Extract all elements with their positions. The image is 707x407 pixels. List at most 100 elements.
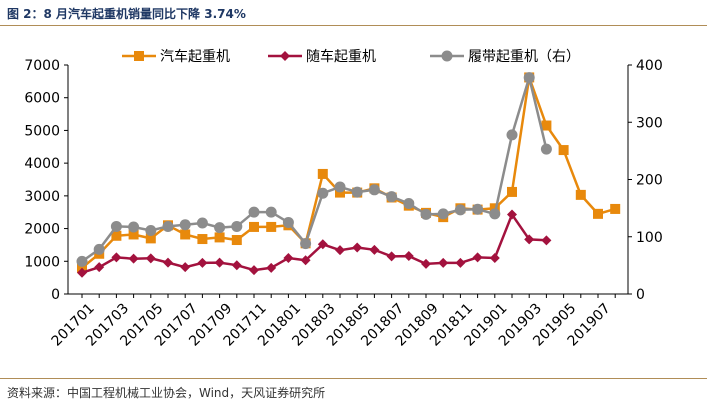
series-point-0 (610, 203, 621, 214)
series-point-2 (368, 184, 380, 196)
series-point-1 (352, 242, 363, 253)
series-point-2 (128, 221, 140, 233)
series-point-2 (540, 143, 552, 155)
series-point-0 (575, 189, 586, 200)
series-point-0 (145, 233, 156, 244)
series-point-2 (472, 203, 484, 215)
y-left-tick-label: 0 (51, 287, 60, 303)
series-point-1 (300, 255, 311, 266)
series-point-0 (128, 229, 139, 240)
series-point-2 (162, 220, 174, 232)
series-point-2 (231, 220, 243, 232)
series-point-1 (94, 262, 105, 273)
series-point-1 (472, 252, 483, 263)
series-point-2 (523, 72, 535, 84)
series-point-1 (403, 251, 414, 262)
series-point-0 (111, 230, 122, 241)
series-line-2 (81, 72, 548, 263)
y-right-tick-label: 400 (636, 58, 663, 74)
line-chart: 0 1000 2000 3000 4000 5000 6000 7000 0 100 200 300 4… (24, 48, 662, 350)
series-point-2 (454, 204, 466, 216)
series-point-2 (437, 208, 449, 220)
series-point-1 (438, 257, 449, 268)
series-point-1 (524, 234, 535, 245)
y-left-tick-label: 3000 (24, 189, 60, 205)
series-point-1 (421, 258, 431, 269)
series-point-1 (128, 253, 139, 264)
series-point-2 (351, 186, 363, 198)
series-point-1 (489, 253, 500, 264)
y-right-tick-label: 200 (636, 173, 663, 189)
series-point-1 (111, 252, 122, 263)
y-left-tick-label: 4000 (24, 156, 60, 172)
series-point-2 (265, 206, 277, 218)
series-point-2 (145, 224, 157, 236)
series-point-1 (77, 267, 87, 278)
series-point-0 (266, 221, 277, 232)
series-point-1 (145, 253, 156, 264)
series-point-1 (369, 244, 380, 255)
series-point-2 (110, 220, 122, 232)
title-divider (0, 25, 707, 26)
series-point-2 (248, 206, 260, 218)
legend-marker-2 (441, 50, 453, 62)
y-left-tick-label: 1000 (24, 254, 60, 270)
series-point-0 (197, 234, 208, 245)
series-point-0 (541, 120, 552, 131)
series-point-2 (196, 217, 208, 229)
y-right-tick-label: 100 (636, 230, 663, 246)
series-point-0 (335, 187, 345, 198)
axis-ticks: 0 1000 2000 3000 4000 5000 6000 7000 0 100 200 300 4… (24, 58, 662, 350)
legend-label-2: 履带起重机（右） (468, 49, 580, 65)
y-left-tick-label: 6000 (24, 91, 60, 107)
series-point-1 (283, 253, 294, 264)
series-point-2 (179, 219, 191, 231)
legend-marker-0 (134, 51, 144, 61)
series-point-0 (558, 145, 569, 156)
series-point-1 (386, 251, 397, 262)
series-point-1 (197, 257, 208, 268)
series-point-2 (334, 181, 346, 193)
y-right-tick-label: 300 (636, 115, 663, 131)
series-point-0 (317, 168, 328, 179)
series-point-0 (214, 232, 225, 243)
series-point-2 (214, 222, 226, 234)
legend: 汽车起重机 随车起重机 履带起重机（右） (122, 48, 580, 65)
figure-title: 图 2：8 月汽车起重机销量同比下降 3.74% (7, 7, 246, 21)
source-divider (0, 378, 707, 379)
series-point-1 (249, 265, 259, 276)
series-point-0 (231, 235, 242, 246)
series-point-2 (506, 129, 518, 141)
series-point-2 (317, 187, 329, 199)
source-note: 资料来源：中国工程机械工业协会，Wind，天风证券研究所 (7, 386, 326, 400)
series-point-2 (403, 198, 415, 210)
series-point-1 (455, 257, 466, 268)
series-point-2 (489, 208, 501, 220)
series-point-1 (214, 257, 225, 268)
series-point-1 (317, 239, 328, 250)
series-point-2 (386, 191, 398, 203)
plot-area (76, 72, 621, 278)
series-point-1 (180, 262, 191, 273)
series-point-2 (76, 255, 88, 267)
series-point-1 (335, 245, 345, 256)
legend-label-1: 随车起重机 (306, 48, 376, 65)
legend-marker-1 (280, 51, 290, 61)
series-point-2 (93, 243, 105, 255)
series-point-0 (180, 229, 191, 240)
series-point-1 (541, 235, 552, 246)
series-point-0 (249, 221, 259, 232)
series-point-0 (593, 208, 603, 219)
y-right-tick-label: 0 (636, 287, 645, 303)
series-line-1 (81, 211, 547, 274)
series-point-2 (420, 208, 432, 220)
y-left-tick-label: 7000 (24, 58, 60, 74)
series-point-1 (266, 262, 277, 273)
y-left-tick-label: 2000 (24, 222, 60, 238)
series-point-0 (507, 186, 517, 197)
y-left-tick-label: 5000 (24, 123, 60, 139)
series-point-1 (507, 209, 517, 220)
legend-label-0: 汽车起重机 (160, 48, 230, 65)
series-point-1 (231, 260, 242, 271)
series-point-2 (282, 216, 294, 228)
